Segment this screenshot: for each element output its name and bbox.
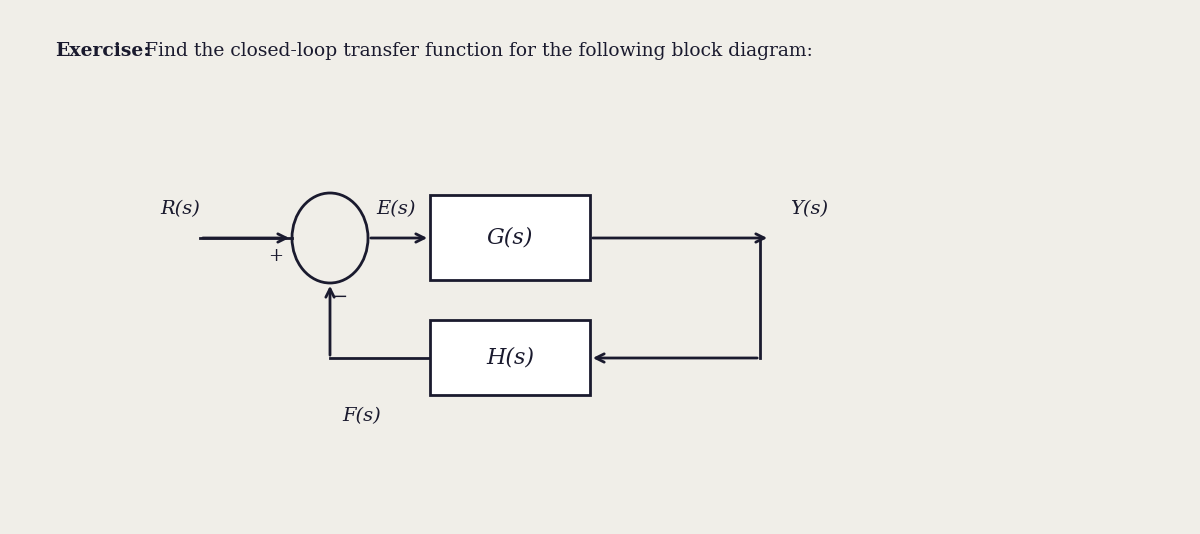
Text: F(s): F(s) (342, 407, 380, 425)
Text: R(s): R(s) (160, 200, 200, 218)
Text: E(s): E(s) (376, 200, 415, 218)
Text: Y(s): Y(s) (790, 200, 828, 218)
Text: G(s): G(s) (487, 226, 533, 248)
Bar (430, 320, 590, 395)
Text: Exercise:: Exercise: (55, 42, 150, 60)
Text: H(s): H(s) (486, 347, 534, 368)
Bar (430, 195, 590, 280)
Text: Find the closed-loop transfer function for the following block diagram:: Find the closed-loop transfer function f… (133, 42, 812, 60)
Text: +: + (269, 247, 283, 265)
Text: −: − (332, 288, 348, 306)
